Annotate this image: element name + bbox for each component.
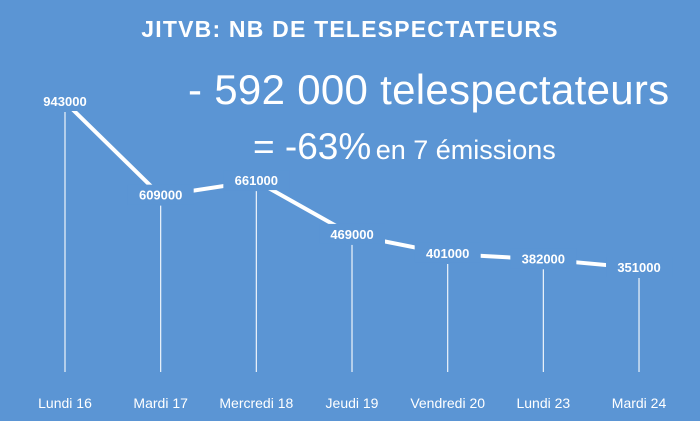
data-label-3: 661000 — [235, 173, 278, 188]
x-tick-label-2: Mardi 17 — [133, 395, 188, 411]
x-tick-label-6: Lundi 23 — [516, 395, 570, 411]
x-tick-label-1: Lundi 16 — [38, 395, 92, 411]
annotation-viewers-lost: - 592 000 telespectateurs — [188, 66, 670, 113]
data-label-bg-2 — [127, 184, 194, 205]
data-label-bg-5 — [414, 242, 481, 263]
annotation-percent-change: = -63% en 7 émissions — [253, 126, 693, 168]
annotation-period: en 7 émissions — [375, 135, 556, 165]
x-tick-label-3: Mercredi 18 — [219, 395, 293, 411]
data-label-2: 609000 — [139, 188, 182, 203]
x-tick-label-7: Mardi 24 — [612, 395, 667, 411]
data-label-bg-7 — [606, 257, 673, 277]
data-label-5: 401000 — [426, 246, 469, 261]
data-label-4: 469000 — [330, 227, 373, 242]
annotation-percent: = -63% — [253, 126, 372, 167]
x-tick-label-5: Vendredi 20 — [410, 395, 485, 411]
data-label-1: 943000 — [43, 94, 86, 109]
x-tick-label-4: Jeudi 19 — [326, 395, 379, 411]
data-label-6: 382000 — [522, 251, 565, 266]
data-label-bg-4 — [319, 223, 386, 244]
data-label-bg-3 — [223, 170, 290, 191]
chart-title: JITVB: NB DE TELESPECTATEURS — [141, 16, 559, 42]
data-label-bg-1 — [32, 91, 98, 111]
data-label-bg-6 — [510, 248, 577, 269]
data-label-7: 351000 — [617, 260, 660, 275]
